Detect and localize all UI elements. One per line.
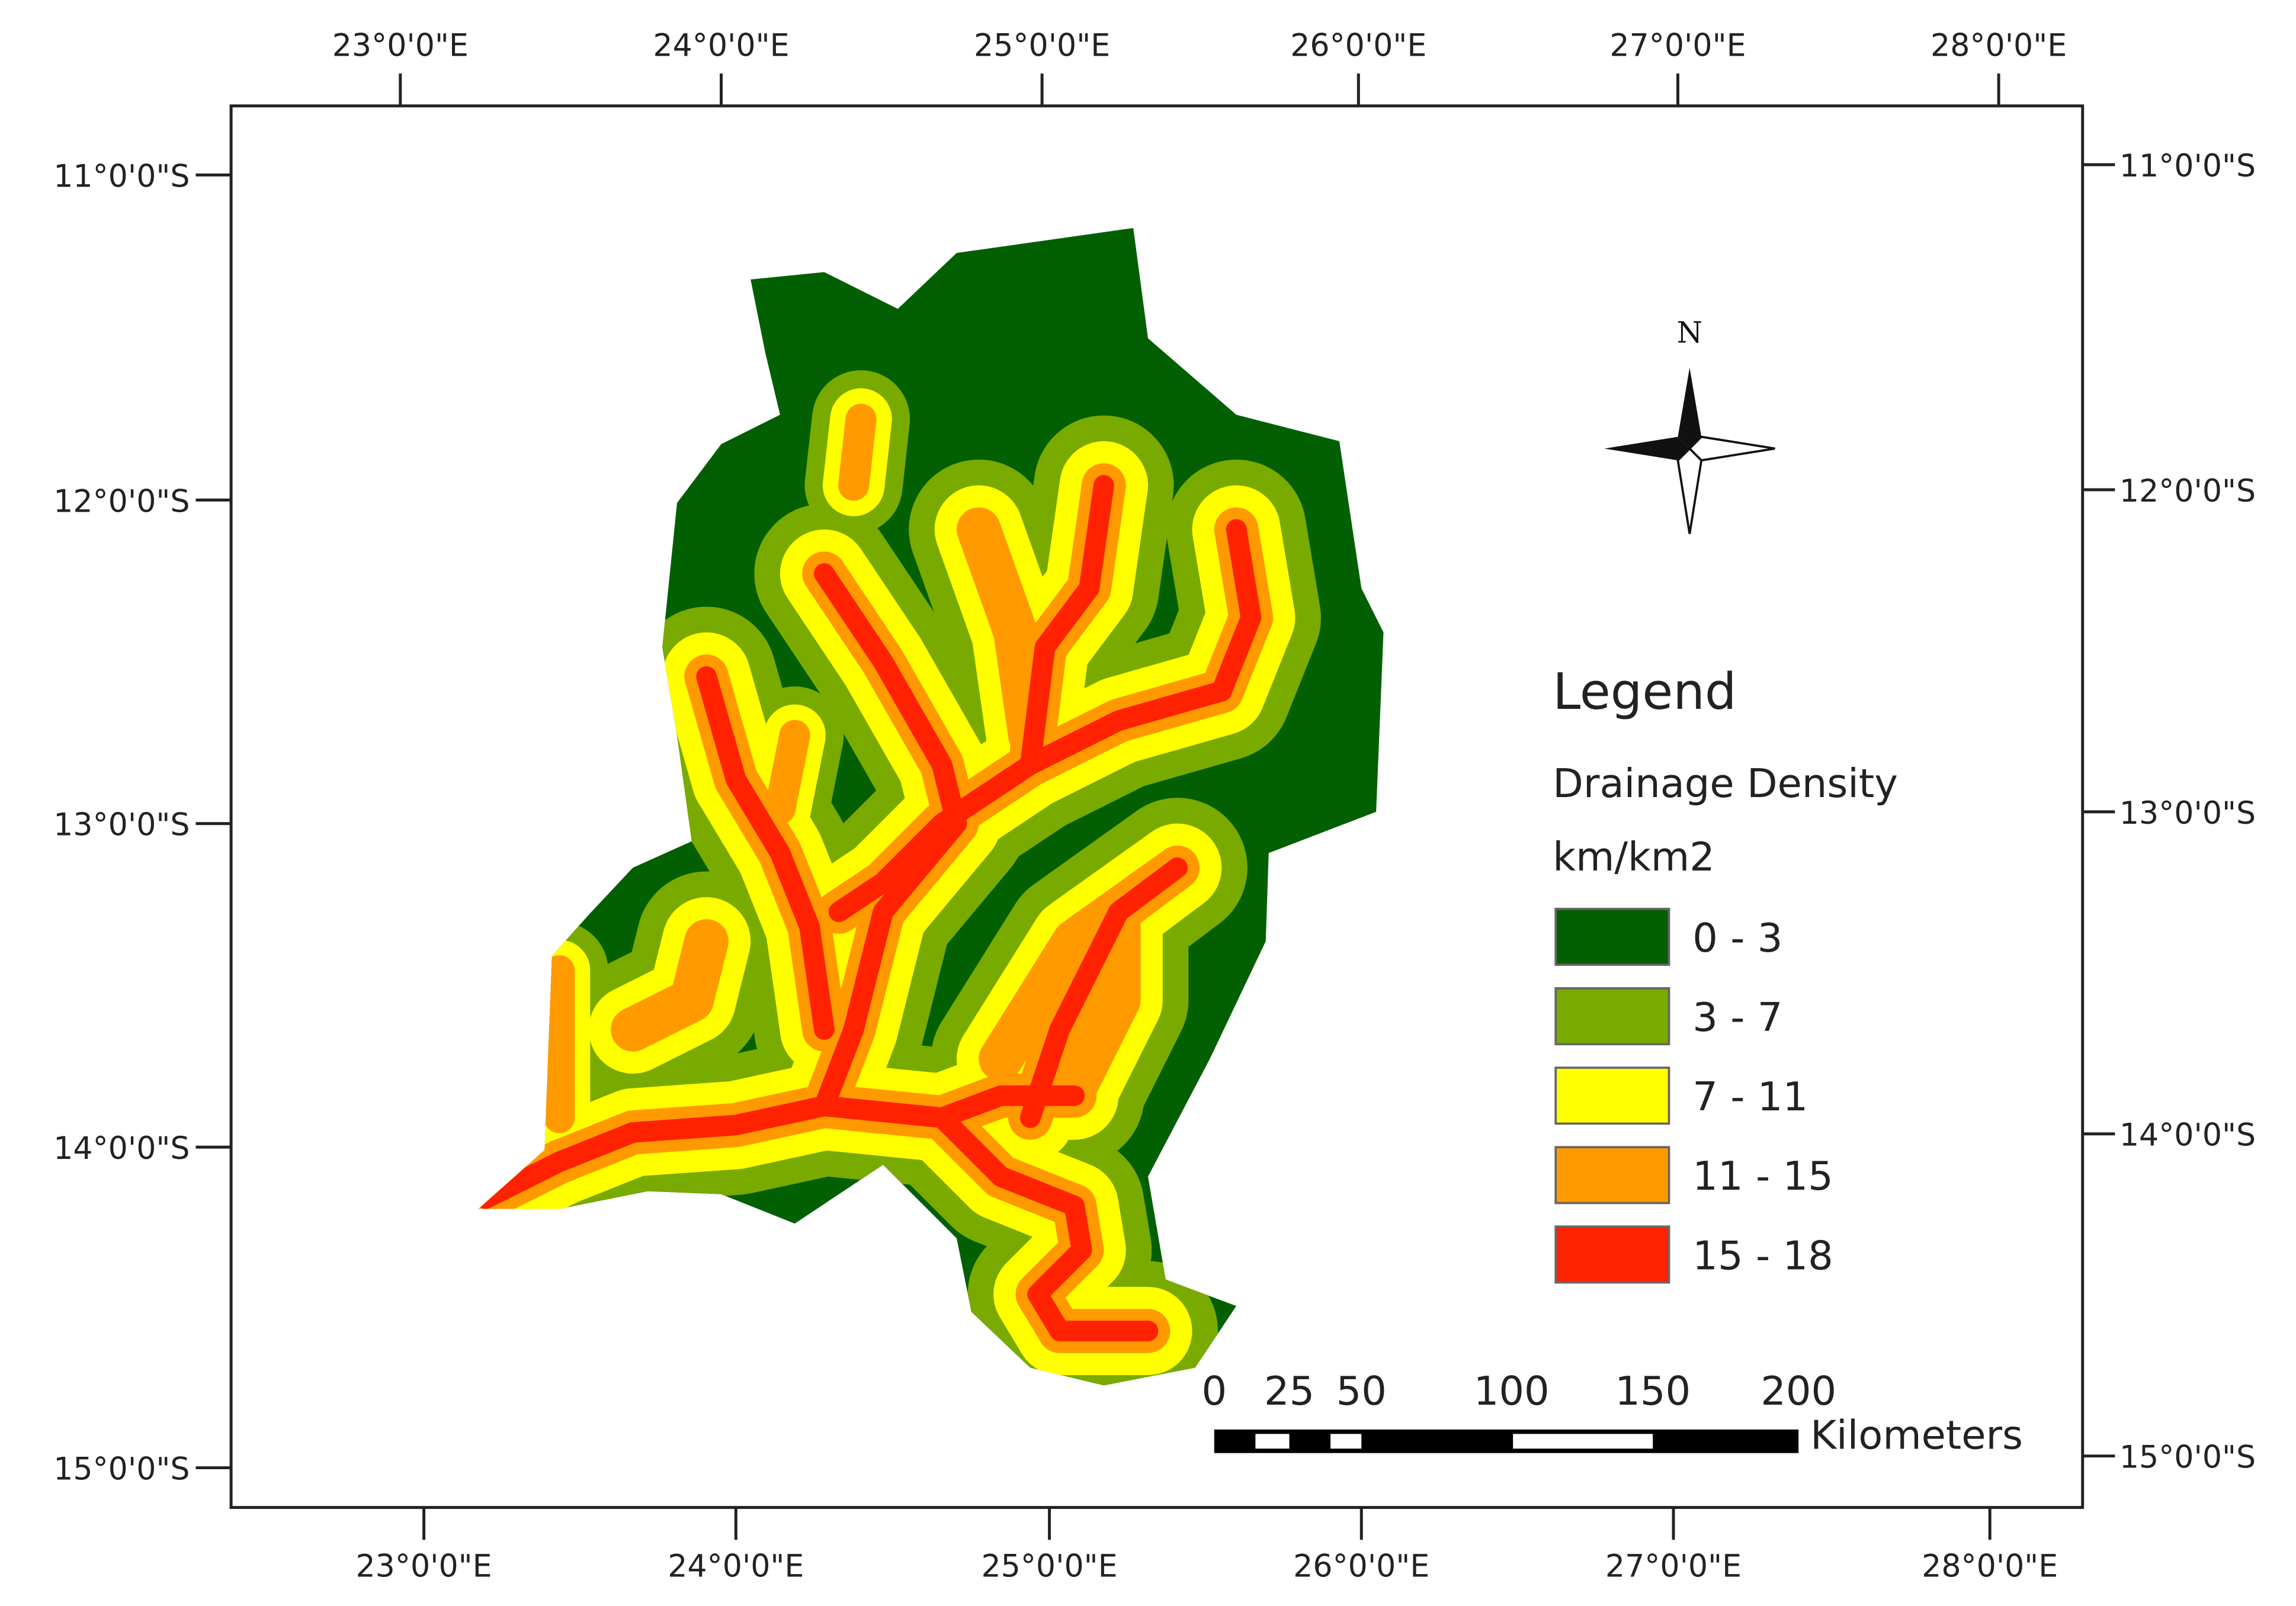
legend-swatch [1554, 907, 1670, 966]
graticule-ticks: 23°0'0"E 24°0'0"E 25°0'0"E 26°0'0"E 27°0'0"E… [53, 28, 2256, 1584]
legend-swatch [1554, 1225, 1670, 1284]
legend-swatch [1554, 1067, 1670, 1125]
density-class-5 [1019, 857, 1188, 1128]
legend-swatch [1554, 1146, 1670, 1204]
density-class-4 [764, 720, 810, 825]
scale-label: 100 [1474, 1368, 1550, 1414]
north-label: N [1677, 316, 1702, 350]
density-class-5 [1019, 519, 1262, 775]
right-latitude-label: 14°0'0"S [2119, 1118, 2256, 1154]
scale-label: 50 [1336, 1368, 1387, 1414]
right-latitude-label: 15°0'0"S [2119, 1440, 2256, 1476]
right-latitude-label: 13°0'0"S [2119, 796, 2256, 831]
scale-bar: Kilometers 0 25 50 100 150 200 [1201, 1368, 2023, 1458]
density-class-4 [957, 507, 1053, 758]
legend-unit: km/km2 [1553, 834, 1715, 880]
bottom-longitude-label: 24°0'0"E [668, 1549, 804, 1584]
scale-label: 150 [1615, 1368, 1691, 1414]
bottom-longitude-label: 27°0'0"E [1605, 1549, 1742, 1584]
left-latitude-label: 12°0'0"S [53, 484, 190, 519]
compass-north [1678, 367, 1702, 449]
legend-swatch [1554, 987, 1670, 1046]
top-longitude-label: 24°0'0"E [653, 28, 789, 63]
scale-bar-segment [1255, 1434, 1290, 1449]
legend-title: Legend [1553, 663, 1736, 721]
top-longitude-label: 25°0'0"E [974, 28, 1110, 63]
scale-unit: Kilometers [1810, 1412, 2023, 1458]
legend: Legend Drainage Density km/km2 0 - 3 3 - … [1553, 663, 1898, 1284]
compass-east [1688, 435, 1775, 462]
north-arrow: N [1604, 316, 1775, 534]
scale-label: 25 [1264, 1368, 1314, 1414]
legend-class-label: 15 - 18 [1692, 1232, 1833, 1279]
density-class-5 [1019, 475, 1114, 775]
left-latitude-label: 15°0'0"S [53, 1451, 190, 1487]
density-class-4 [838, 403, 877, 501]
legend-layer: Drainage Density [1553, 760, 1898, 807]
density-class-5 [931, 1107, 1159, 1341]
scale-bar-segment [1513, 1434, 1653, 1449]
scale-label: 200 [1761, 1368, 1836, 1414]
right-latitude-label: 11°0'0"S [2119, 149, 2256, 184]
legend-class-label: 11 - 15 [1692, 1153, 1833, 1199]
scale-label: 0 [1201, 1368, 1227, 1414]
top-longitude-label: 23°0'0"E [332, 28, 469, 63]
bottom-longitude-label: 26°0'0"E [1293, 1549, 1429, 1584]
top-longitude-label: 28°0'0"E [1931, 28, 2067, 63]
right-latitude-label: 12°0'0"S [2119, 474, 2256, 509]
left-latitude-label: 11°0'0"S [53, 159, 190, 194]
legend-class-label: 3 - 7 [1692, 994, 1782, 1040]
left-latitude-label: 13°0'0"S [53, 808, 190, 843]
density-class-4 [611, 919, 729, 1052]
density-class-5 [696, 666, 835, 1040]
top-longitude-label: 27°0'0"E [1609, 28, 1746, 63]
scale-bar-segment [1330, 1434, 1362, 1449]
bottom-longitude-label: 23°0'0"E [355, 1549, 492, 1584]
left-latitude-label: 14°0'0"S [53, 1131, 190, 1167]
bottom-longitude-label: 25°0'0"E [981, 1549, 1117, 1584]
bottom-longitude-label: 28°0'0"E [1922, 1549, 2058, 1584]
compass-west [1604, 436, 1690, 461]
top-longitude-label: 26°0'0"E [1290, 28, 1426, 63]
legend-class-label: 0 - 3 [1692, 915, 1782, 961]
density-class-5 [828, 754, 1041, 923]
scale-bar-frame [1214, 1429, 1799, 1453]
legend-class-label: 7 - 11 [1692, 1074, 1808, 1120]
density-class-5 [478, 1085, 1085, 1209]
drainage-classes [478, 370, 1321, 1386]
